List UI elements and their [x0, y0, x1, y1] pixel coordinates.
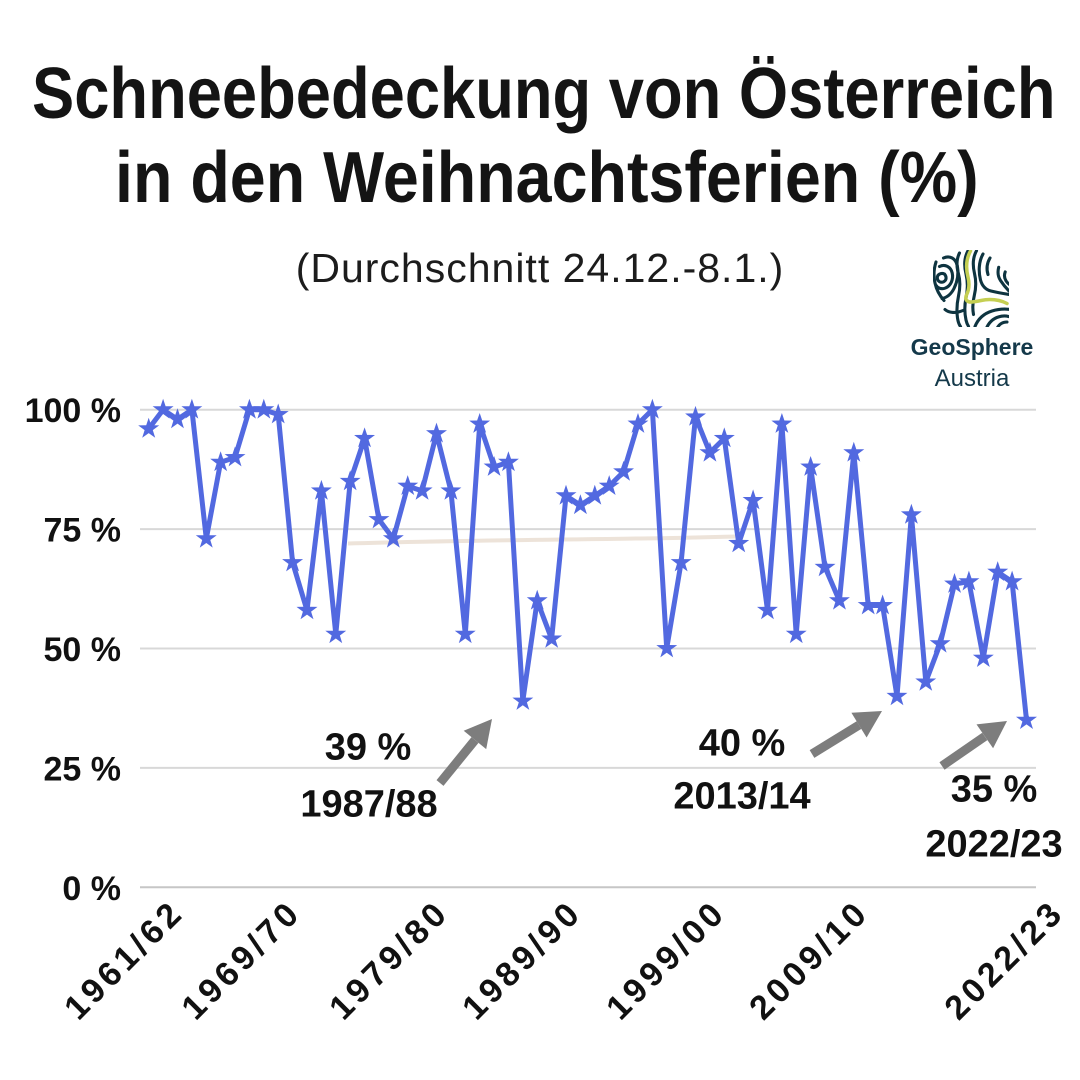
svg-text:1989/90: 1989/90: [455, 896, 587, 1028]
svg-text:1969/70: 1969/70: [174, 896, 306, 1028]
svg-text:100 %: 100 %: [25, 392, 121, 430]
svg-text:1999/00: 1999/00: [599, 896, 731, 1028]
svg-text:2009/10: 2009/10: [742, 896, 874, 1028]
svg-text:0 %: 0 %: [62, 870, 121, 908]
svg-text:2022/23: 2022/23: [937, 896, 1069, 1028]
svg-text:50 %: 50 %: [44, 631, 122, 669]
svg-text:75 %: 75 %: [44, 512, 122, 550]
svg-text:1979/80: 1979/80: [322, 896, 454, 1028]
svg-text:25 %: 25 %: [44, 750, 122, 788]
svg-text:1961/62: 1961/62: [57, 896, 189, 1028]
